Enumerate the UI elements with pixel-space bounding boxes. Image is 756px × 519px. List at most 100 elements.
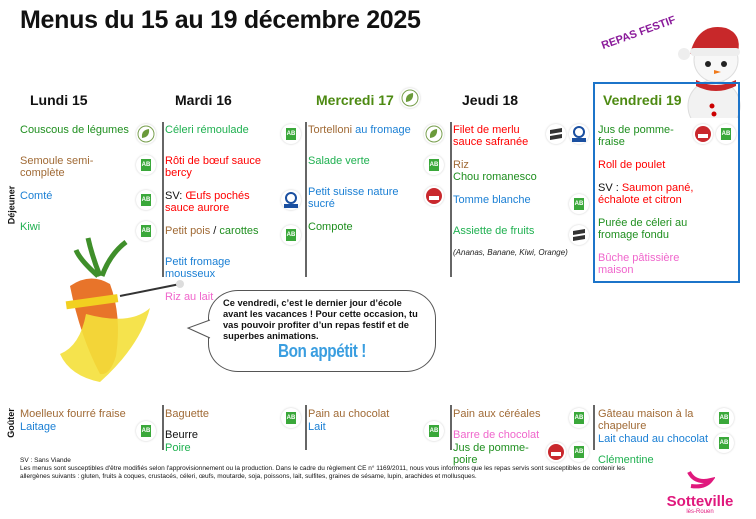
menu-item: Moelleux fourré fraise [20, 408, 156, 420]
menu-item: Clémentine [598, 454, 734, 466]
quality-label-icon [569, 124, 589, 144]
menu-item-part: Petit pois [165, 225, 211, 237]
menu-item-text: Semoule semi-complète [20, 155, 132, 179]
menu-item-part: Bûche pâtissière maison [598, 252, 680, 276]
menu-item-text: Comté [20, 190, 52, 202]
day-header: Vendredi 19 [603, 92, 682, 108]
menu-item: Pain au chocolat [308, 408, 444, 420]
menu-item-part: Saumon pané, échalote et citron [598, 182, 694, 206]
menu-item-part: Poire [165, 442, 191, 454]
menu-item-icons: AB [569, 408, 589, 428]
menu-item-icons [569, 225, 589, 245]
section-label-lunch: Déjeuner [6, 185, 17, 225]
menu-item-part: Rôti de bœuf sauce bercy [165, 155, 261, 179]
menu-item: Filet de merlu sauce safranée [453, 124, 589, 148]
menu-item-text: Petit fromage mousseux [165, 256, 277, 280]
menu-item: Couscous de légumes [20, 124, 156, 144]
menu-item: Tomme blanche AB [453, 194, 589, 214]
day-header-label: Mardi 16 [175, 92, 232, 108]
menu-item-icons [136, 124, 156, 144]
menu-item: Poire [165, 442, 301, 454]
bon-appetit-text: Bon appétit ! [278, 341, 366, 361]
menu-item-text: Rôti de bœuf sauce bercy [165, 155, 277, 179]
menu-item-icons: AB [281, 225, 301, 245]
column-divider [162, 122, 164, 277]
veggie-leaf-icon [136, 124, 156, 144]
menu-item-part: Tomme blanche [453, 194, 531, 206]
menu-item: Lait chaud au chocolat AB [598, 433, 734, 453]
menu-item-icons [424, 124, 444, 144]
menu-item: Salade verte AB [308, 155, 444, 175]
menu-item-text: SV: Œufs pochés sauce aurore [165, 190, 277, 214]
menu-item-text: Poire [165, 442, 191, 454]
menu-item-part: Assiette de fruits [453, 225, 535, 237]
day-header: Mercredi 17 [316, 88, 420, 108]
menu-item-text: Assiette de fruits [453, 225, 534, 237]
menu-item-icons: AB [136, 421, 156, 441]
logo-mark-icon [687, 470, 716, 489]
menu-item-part: Riz [453, 159, 469, 171]
organic-ab-icon: AB [281, 225, 301, 245]
menu-item-part: SV : [598, 182, 622, 194]
snack-column: Baguette AB Beurre Poire [165, 408, 301, 454]
menu-item: Céleri rémoulade AB [165, 124, 301, 144]
day-header: Lundi 15 [30, 92, 88, 108]
day-header-label: Jeudi 18 [462, 92, 519, 108]
menu-item-text: Jus de pomme-fraise [598, 124, 693, 148]
snowman-illustration [678, 27, 741, 118]
menu-item: Rôti de bœuf sauce bercy [165, 155, 301, 179]
menu-item-part: Purée de céleri au fromage fondu [598, 217, 688, 241]
menu-item-part: Pain au chocolat [308, 408, 390, 420]
menu-item: Lait AB [308, 421, 444, 441]
menu-item: Riz Chou romanesco [453, 159, 589, 183]
menu-item: Tortelloni au fromage [308, 124, 444, 144]
menu-item-part: Lait [308, 421, 326, 433]
menu-item-text: Bûche pâtissière maison [598, 252, 710, 276]
quality-label-icon [281, 190, 301, 210]
menu-item-icons: AB [136, 190, 156, 210]
day-header: Mardi 16 [175, 92, 232, 108]
menu-item: Comté AB [20, 190, 156, 210]
organic-ab-icon: AB [424, 421, 444, 441]
organic-ab-icon: AB [136, 421, 156, 441]
festive-day-frame [593, 82, 740, 283]
footer-legend: SV : Sans Viande [20, 457, 71, 464]
menu-item-text: Compote [308, 221, 353, 233]
menu-item: Gâteau maison à la chapelure AB [598, 408, 734, 432]
menu-item-text: Roll de poulet [598, 159, 665, 171]
menu-item-text: Lait [308, 421, 326, 433]
local-product-icon [424, 186, 444, 206]
menu-item-part: Couscous de légumes [20, 124, 129, 136]
menu-item-text: Laitage [20, 421, 56, 433]
lunch-column: Filet de merlu sauce safranée Riz Chou ro… [453, 124, 589, 257]
menu-item-text: Moelleux fourré fraise [20, 408, 126, 420]
menu-item-icons: AB [281, 124, 301, 144]
column-divider [450, 122, 452, 277]
menu-item-icons [546, 124, 589, 144]
menu-item-part: Salade verte [308, 155, 370, 167]
menu-item-part: / [210, 225, 220, 237]
menu-item-part: Moelleux fourré fraise [20, 408, 126, 420]
menu-item-part: Roll de poulet [598, 159, 666, 171]
menu-item-part: SV: [165, 190, 186, 202]
menu-item-icons: AB [714, 408, 734, 428]
organic-ab-icon: AB [136, 155, 156, 175]
sotteville-logo: Sotteville lès-Rouen [655, 470, 745, 515]
menu-item: Compote [308, 221, 444, 233]
menu-item-part: Petit suisse nature sucré [308, 186, 399, 210]
menu-item: Laitage AB [20, 421, 156, 441]
organic-ab-icon: AB [569, 194, 589, 214]
menu-item-part: Compote [308, 221, 353, 233]
menu-item-text: Purée de céleri au fromage fondu [598, 217, 710, 241]
menu-item: Petit fromage mousseux [165, 256, 301, 280]
menu-item: SV : Saumon pané, échalote et citron [598, 182, 736, 206]
menu-item-text: Couscous de légumes [20, 124, 129, 136]
organic-ab-icon: AB [569, 408, 589, 428]
organic-ab-icon: AB [716, 124, 736, 144]
snack-column: Gâteau maison à la chapelure AB Lait chaud… [598, 408, 734, 466]
menu-item-part: Beurre [165, 429, 199, 441]
menu-item-icons: AB [714, 433, 734, 453]
menu-item-part: Barre de chocolat [453, 429, 540, 441]
speech-bubble: Ce vendredi, c’est le dernier jour d’éco… [208, 290, 436, 372]
sustainable-fishing-icon [546, 124, 566, 144]
